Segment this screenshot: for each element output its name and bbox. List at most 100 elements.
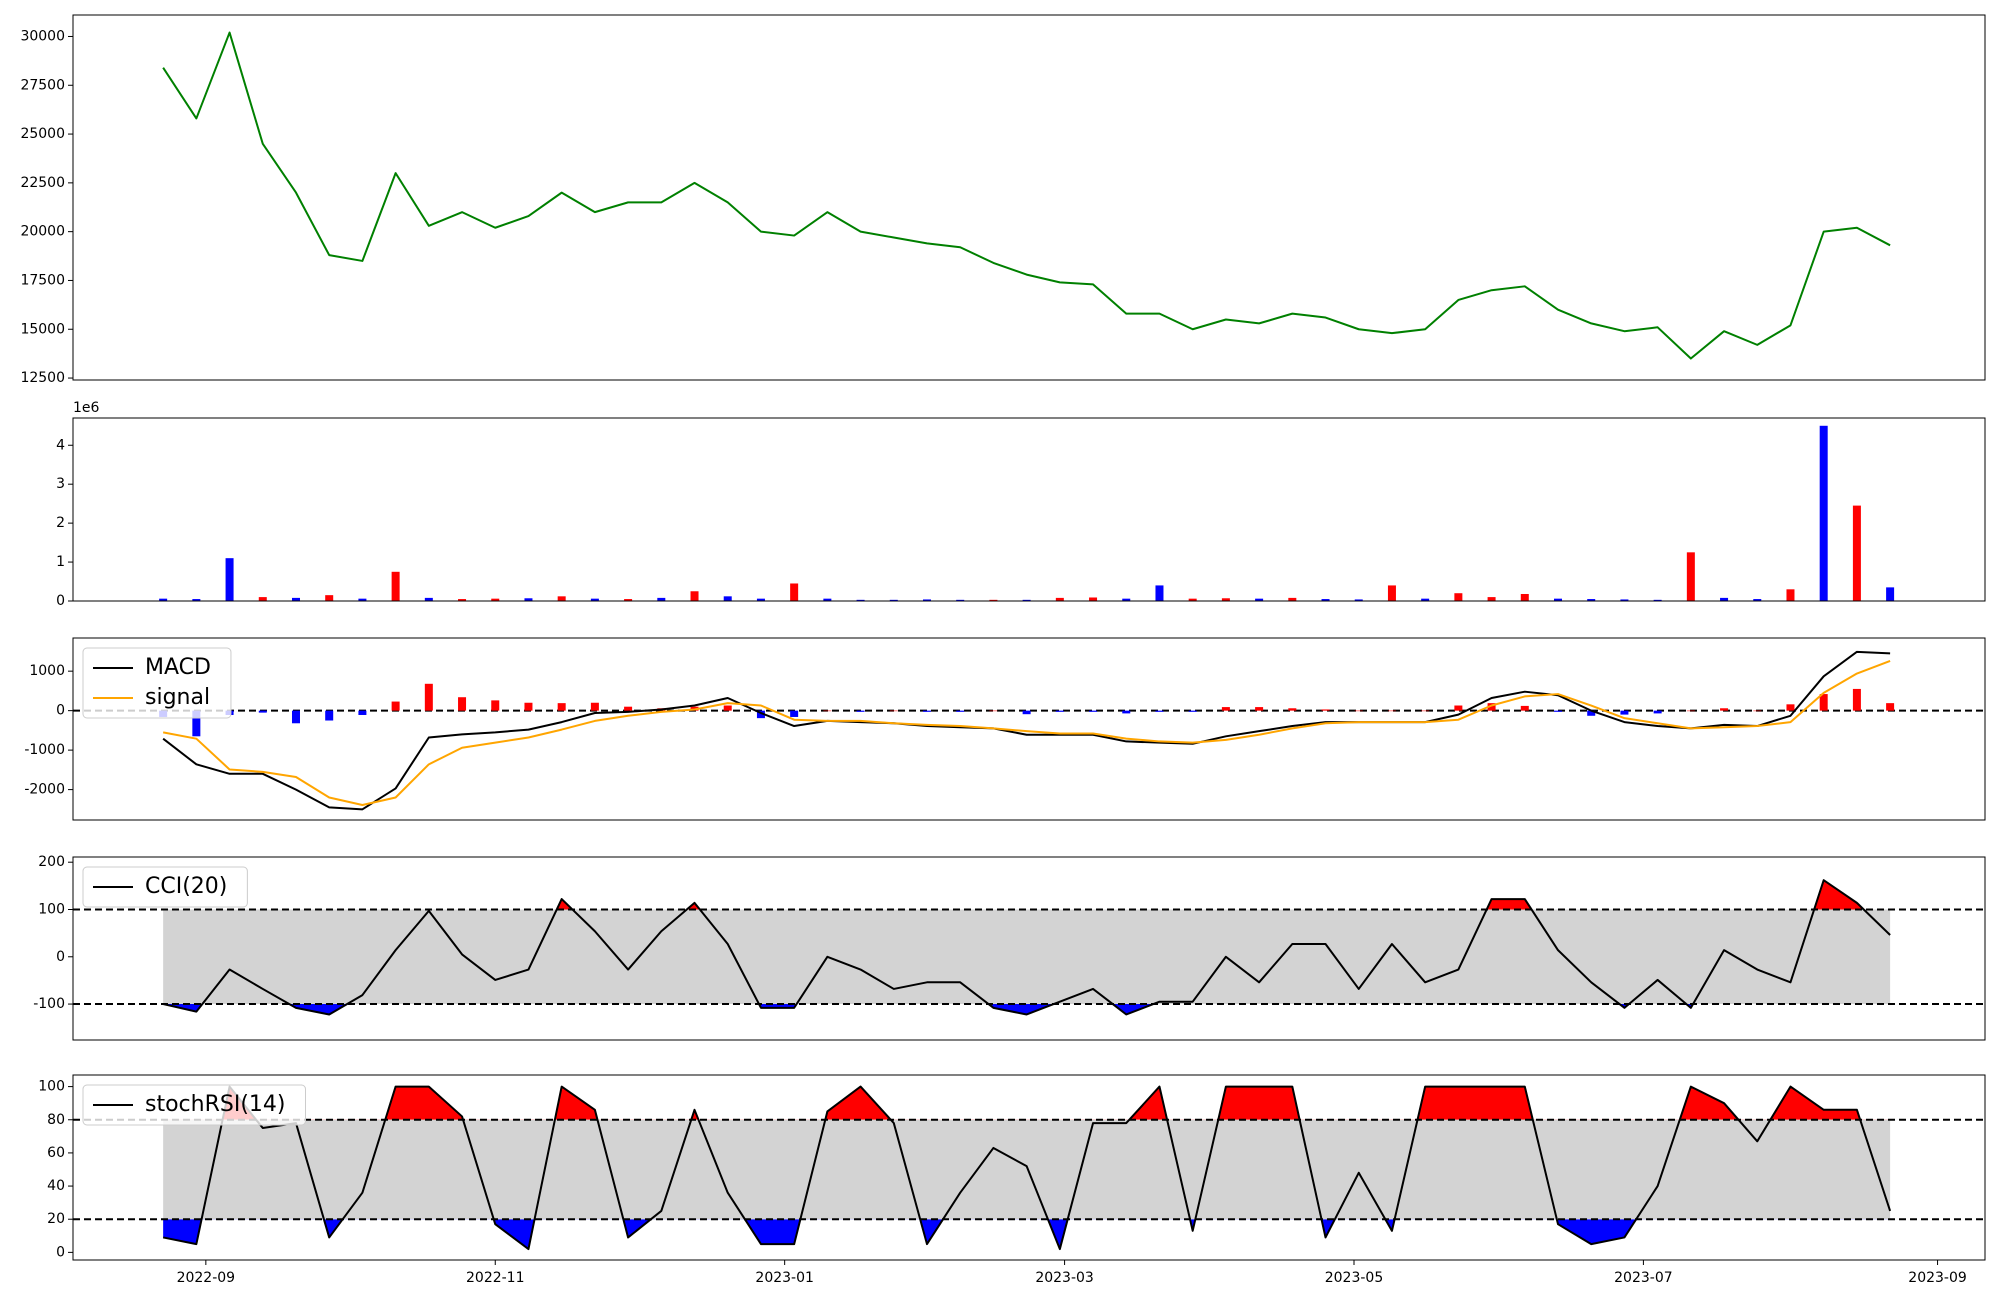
bar [1022, 599, 1031, 601]
bar [1554, 598, 1563, 601]
threshold-band [163, 909, 1891, 1005]
y-tick-label: 60 [47, 1145, 65, 1161]
y-tick-label: 100 [38, 1079, 65, 1095]
bar [956, 599, 965, 601]
bar [1753, 599, 1762, 601]
bar [922, 599, 931, 601]
y-tick-label: 15000 [20, 321, 65, 337]
y-tick-label: 12500 [20, 370, 65, 386]
x-tick-label: 2023-01 [755, 1270, 814, 1286]
bar [1620, 710, 1629, 715]
legend-label: signal [145, 685, 210, 710]
bar [1155, 710, 1164, 712]
bar [823, 598, 832, 601]
bar [1487, 703, 1496, 711]
axes-frame [72, 14, 1986, 381]
bar [1155, 585, 1164, 601]
bar [159, 598, 168, 601]
y-tick-label: 1000 [29, 663, 65, 679]
offset-label: 1e6 [73, 400, 100, 416]
bar [590, 702, 599, 711]
x-tick-label: 2023-09 [1908, 1270, 1967, 1286]
bar [1089, 710, 1098, 712]
bar [291, 710, 300, 724]
bar [1819, 425, 1828, 601]
y-tick-label: 4 [56, 437, 65, 453]
y-tick-label: 80 [47, 1112, 65, 1128]
bar [1587, 599, 1596, 601]
bar [956, 710, 965, 712]
bar [192, 599, 201, 601]
bar [1089, 597, 1098, 601]
bar [756, 598, 765, 601]
y-tick-label: 0 [56, 949, 65, 965]
bar [624, 599, 633, 601]
bar [1421, 710, 1430, 712]
y-tick-label: -1000 [24, 742, 65, 758]
bar [358, 598, 367, 601]
line [162, 1085, 1892, 1251]
panel: -100 0 100 200 CCI(20) [33, 854, 1986, 1041]
bar [424, 683, 433, 711]
fill-above [222, 1086, 1861, 1120]
bar [1886, 587, 1895, 601]
bar [1753, 710, 1762, 712]
bar [1819, 694, 1828, 711]
y-tick-label: 0 [56, 703, 65, 719]
y-tick-label: -100 [33, 996, 65, 1012]
x-tick-label: 2022-11 [466, 1270, 525, 1286]
bar [1022, 710, 1031, 715]
bar [1321, 599, 1330, 601]
bar [1886, 703, 1895, 711]
bar [258, 597, 267, 601]
bar [1288, 708, 1297, 711]
bar [1421, 598, 1430, 601]
line [162, 879, 1891, 1016]
bar [1653, 710, 1662, 714]
bar [1720, 708, 1729, 711]
y-tick-label: 30000 [20, 28, 65, 44]
bar [1188, 598, 1197, 601]
bar [1620, 599, 1629, 601]
bar [1188, 710, 1197, 712]
bar [1255, 598, 1264, 601]
bar [624, 706, 633, 711]
bar [723, 596, 732, 601]
bar [192, 710, 201, 737]
y-tick-label: 20 [47, 1211, 65, 1227]
y-tick-label: 22500 [20, 175, 65, 191]
line [162, 31, 1891, 360]
bar [1852, 688, 1861, 711]
bar [790, 710, 799, 717]
bar [989, 599, 998, 601]
bar [922, 710, 931, 712]
bar [524, 598, 533, 601]
bar [1321, 709, 1330, 711]
bar [1852, 505, 1861, 601]
bar [524, 702, 533, 711]
bar [1554, 710, 1563, 712]
bar [889, 710, 898, 712]
bar [1354, 599, 1363, 601]
y-tick-label: 2 [56, 515, 65, 531]
bar [557, 703, 566, 711]
legend-label: stochRSI(14) [145, 1092, 286, 1117]
bar [690, 591, 699, 601]
bar [657, 597, 666, 601]
threshold-band [163, 1119, 1891, 1220]
bar [1255, 707, 1264, 711]
bar [291, 597, 300, 601]
bar [1122, 710, 1131, 714]
y-tick-label: 200 [38, 854, 65, 870]
bar [491, 598, 500, 601]
bar [258, 710, 267, 713]
bar [1288, 597, 1297, 601]
axes-frame [72, 1074, 1986, 1261]
legend-box [82, 647, 232, 719]
bar [1520, 705, 1529, 711]
bar [391, 701, 400, 711]
bar [1786, 589, 1795, 601]
bar [989, 710, 998, 712]
legend-box [82, 866, 248, 908]
bar [391, 571, 400, 601]
